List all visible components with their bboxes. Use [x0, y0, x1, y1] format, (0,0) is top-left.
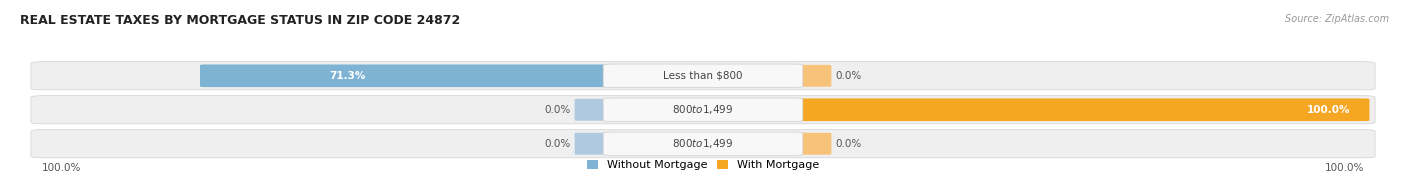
FancyBboxPatch shape [792, 133, 831, 155]
FancyBboxPatch shape [31, 130, 1375, 158]
FancyBboxPatch shape [575, 99, 614, 121]
Text: REAL ESTATE TAXES BY MORTGAGE STATUS IN ZIP CODE 24872: REAL ESTATE TAXES BY MORTGAGE STATUS IN … [20, 14, 460, 27]
FancyBboxPatch shape [603, 132, 803, 155]
Text: Source: ZipAtlas.com: Source: ZipAtlas.com [1285, 14, 1389, 24]
Text: Less than $800: Less than $800 [664, 71, 742, 81]
FancyBboxPatch shape [200, 64, 617, 87]
Text: 100.0%: 100.0% [42, 163, 82, 173]
Text: 100.0%: 100.0% [1324, 163, 1364, 173]
FancyBboxPatch shape [31, 96, 1375, 124]
Legend: Without Mortgage, With Mortgage: Without Mortgage, With Mortgage [582, 156, 824, 175]
FancyBboxPatch shape [31, 62, 1375, 90]
Text: 0.0%: 0.0% [544, 105, 571, 115]
Text: 71.3%: 71.3% [329, 71, 366, 81]
Text: 0.0%: 0.0% [835, 139, 862, 149]
Text: $800 to $1,499: $800 to $1,499 [672, 103, 734, 116]
FancyBboxPatch shape [603, 64, 803, 87]
Text: $800 to $1,499: $800 to $1,499 [672, 137, 734, 150]
Text: 0.0%: 0.0% [835, 71, 862, 81]
FancyBboxPatch shape [575, 133, 614, 155]
FancyBboxPatch shape [789, 98, 1369, 121]
Text: 100.0%: 100.0% [1308, 105, 1350, 115]
Text: 0.0%: 0.0% [544, 139, 571, 149]
FancyBboxPatch shape [603, 98, 803, 122]
FancyBboxPatch shape [792, 65, 831, 87]
